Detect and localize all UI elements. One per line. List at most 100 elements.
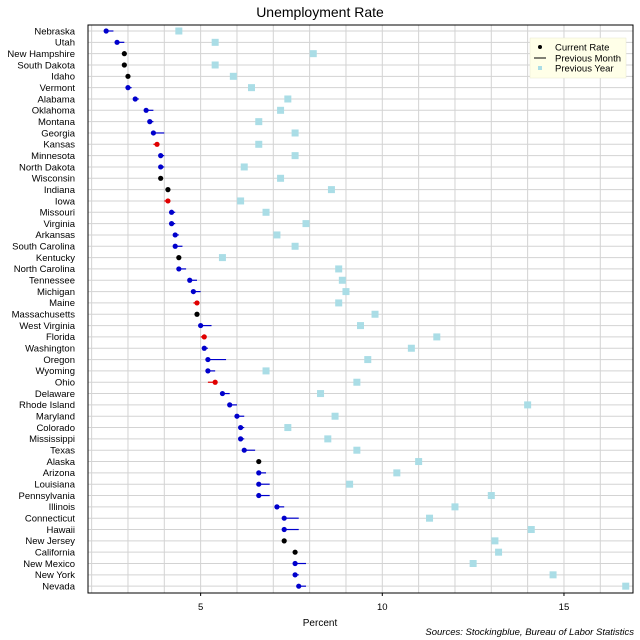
current-rate-marker-nevada <box>296 583 302 589</box>
state-label-massachusetts: Massachusetts <box>12 310 76 321</box>
prev-year-marker-delaware <box>317 390 325 398</box>
current-rate-marker-new-york <box>292 572 298 578</box>
source-note: Sources: Stockingblue, Bureau of Labor S… <box>425 627 634 638</box>
prev-year-marker-minnesota <box>291 152 299 160</box>
current-rate-marker-alabama <box>132 96 138 102</box>
x-tick-label: 5 <box>198 602 203 613</box>
state-label-missouri: Missouri <box>40 208 75 219</box>
current-rate-marker-utah <box>114 39 120 45</box>
prev-year-marker-idaho <box>229 72 237 80</box>
current-rate-marker-minnesota <box>158 153 164 159</box>
current-rate-marker-arizona <box>256 470 262 476</box>
current-rate-marker-georgia <box>150 130 156 136</box>
prev-year-marker-colorado <box>284 424 292 432</box>
current-rate-marker-michigan <box>190 288 196 295</box>
prev-year-marker-maine <box>335 299 343 307</box>
state-label-utah: Utah <box>55 38 75 49</box>
state-label-ohio: Ohio <box>55 378 75 389</box>
state-label-arkansas: Arkansas <box>35 230 75 241</box>
prev-year-marker-north-dakota <box>240 163 248 171</box>
prev-year-marker-iowa <box>237 197 245 205</box>
prev-year-marker-california <box>495 548 503 556</box>
state-label-delaware: Delaware <box>35 389 75 400</box>
legend-prev-year-marker <box>538 66 542 70</box>
current-rate-marker-new-hampshire <box>121 51 127 57</box>
current-rate-marker-pennsylvania <box>256 492 262 499</box>
x-tick-layer: 5 10 15 <box>198 593 569 613</box>
current-rate-marker-washington <box>201 345 207 351</box>
current-rate-marker-wisconsin <box>158 175 164 181</box>
prev-year-marker-new-mexico <box>469 560 477 568</box>
current-rate-marker-connecticut <box>281 515 287 521</box>
current-rate-marker-mississippi <box>238 436 244 442</box>
prev-year-marker-kansas <box>255 140 263 148</box>
current-rate-marker-nebraska <box>103 28 109 34</box>
legend-current-label: Current Rate <box>555 43 609 54</box>
prev-year-marker-texas <box>353 446 361 454</box>
state-label-tennessee: Tennessee <box>29 276 75 287</box>
prev-year-marker-nebraska <box>175 27 183 35</box>
current-rate-marker-massachusetts <box>194 311 200 317</box>
x-tick-label: 15 <box>559 602 570 613</box>
state-label-louisiana: Louisiana <box>34 480 75 491</box>
prev-year-marker-nevada <box>622 582 630 590</box>
state-label-montana: Montana <box>38 117 76 128</box>
state-label-mississippi: Mississippi <box>29 434 75 445</box>
current-rate-marker-florida <box>201 334 207 340</box>
legend-current-marker <box>538 45 542 49</box>
state-label-alaska: Alaska <box>46 457 75 468</box>
state-label-virginia: Virginia <box>43 219 75 230</box>
prev-year-marker-wisconsin <box>277 174 285 182</box>
state-label-south-carolina: South Carolina <box>12 242 76 253</box>
prev-year-marker-maryland <box>331 412 339 420</box>
prev-year-marker-indiana <box>327 186 335 194</box>
state-label-kentucky: Kentucky <box>36 253 75 264</box>
current-rate-marker-tennessee <box>187 277 193 283</box>
prev-year-marker-missouri <box>262 208 270 216</box>
state-label-nevada: Nevada <box>42 581 75 592</box>
state-label-california: California <box>35 547 76 558</box>
state-label-pennsylvania: Pennsylvania <box>18 491 75 502</box>
state-label-idaho: Idaho <box>51 72 75 83</box>
current-rate-marker-oklahoma <box>143 107 149 113</box>
state-label-south-dakota: South Dakota <box>17 60 75 71</box>
current-rate-marker-arkansas <box>172 232 178 238</box>
chart-title: Unemployment Rate <box>256 4 384 20</box>
legend-prev-month-label: Previous Month <box>555 54 621 65</box>
state-label-arizona: Arizona <box>43 468 76 479</box>
current-rate-marker-west-virginia <box>198 322 204 329</box>
prev-year-marker-ohio <box>353 378 361 386</box>
mark-layer <box>103 27 630 590</box>
prev-year-marker-illinois <box>451 503 459 511</box>
prev-year-marker-west-virginia <box>357 322 364 330</box>
prev-year-marker-hawaii <box>527 526 535 534</box>
legend-prev-year-label: Previous Year <box>555 64 614 75</box>
current-rate-marker-north-dakota <box>158 164 164 170</box>
current-rate-marker-california <box>292 549 298 555</box>
prev-year-marker-alabama <box>284 95 292 103</box>
current-rate-marker-new-jersey <box>281 538 287 544</box>
current-rate-marker-indiana <box>165 187 171 193</box>
plot-frame <box>87 24 634 594</box>
prev-year-marker-louisiana <box>346 480 354 488</box>
grid-layer <box>88 25 633 593</box>
prev-year-marker-rhode-island <box>524 401 532 409</box>
state-label-minnesota: Minnesota <box>31 151 76 162</box>
state-label-indiana: Indiana <box>44 185 76 196</box>
current-rate-marker-maine <box>194 300 200 306</box>
state-label-wyoming: Wyoming <box>35 366 75 377</box>
prev-year-marker-new-hampshire <box>309 50 317 58</box>
state-label-maryland: Maryland <box>36 412 75 423</box>
state-label-north-dakota: North Dakota <box>19 162 76 173</box>
state-label-michigan: Michigan <box>37 287 75 298</box>
state-label-rhode-island: Rhode Island <box>19 400 75 411</box>
current-rate-marker-virginia <box>168 221 175 227</box>
current-rate-marker-iowa <box>165 198 171 204</box>
prev-year-marker-vermont <box>248 84 255 92</box>
current-rate-marker-texas <box>241 447 247 453</box>
state-label-wisconsin: Wisconsin <box>32 174 75 185</box>
prev-year-marker-montana <box>255 118 263 126</box>
x-axis-label: Percent <box>303 618 338 629</box>
prev-year-marker-oklahoma <box>277 106 285 114</box>
state-label-new-york: New York <box>35 570 75 581</box>
